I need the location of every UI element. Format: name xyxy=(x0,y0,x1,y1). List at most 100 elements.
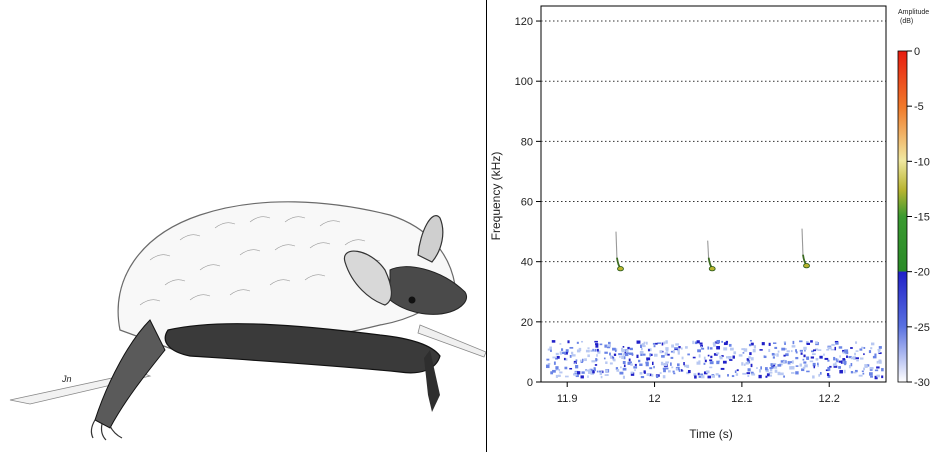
noise-speck xyxy=(716,360,720,365)
noise-speck xyxy=(564,358,568,361)
noise-speck xyxy=(881,368,884,372)
noise-speck xyxy=(663,341,666,345)
noise-speck xyxy=(709,359,713,362)
noise-speck xyxy=(713,353,718,356)
noise-speck xyxy=(844,351,849,355)
noise-speck xyxy=(555,358,558,360)
noise-speck xyxy=(855,350,859,352)
noise-speck xyxy=(736,369,739,372)
noise-speck xyxy=(876,374,880,378)
noise-speck xyxy=(567,340,570,344)
noise-speck xyxy=(624,351,628,355)
call-upper-sweep xyxy=(801,228,804,257)
noise-speck xyxy=(812,349,817,352)
noise-speck xyxy=(765,375,768,378)
noise-speck xyxy=(843,360,847,365)
colorbar xyxy=(897,50,908,383)
noise-speck xyxy=(722,360,727,364)
noise-speck xyxy=(612,356,615,361)
bat-leg xyxy=(94,319,166,429)
noise-speck xyxy=(608,341,611,345)
branch-right xyxy=(417,324,486,358)
colorbar-tick-label: -25 xyxy=(914,322,930,334)
noise-speck xyxy=(606,345,611,349)
noise-speck xyxy=(855,341,858,344)
noise-speck xyxy=(700,344,703,348)
noise-speck xyxy=(594,348,597,352)
noise-speck xyxy=(642,353,646,356)
noise-speck xyxy=(636,354,639,359)
noise-speck xyxy=(555,366,559,370)
noise-speck xyxy=(616,368,620,372)
fur-strokes xyxy=(139,216,381,306)
noise-speck xyxy=(792,340,795,345)
noise-speck xyxy=(872,355,877,359)
noise-speck xyxy=(646,373,651,376)
noise-speck xyxy=(846,355,848,358)
noise-speck xyxy=(704,359,707,363)
bat-ear-right xyxy=(417,215,444,263)
noise-speck xyxy=(662,375,666,379)
noise-speck xyxy=(667,353,670,356)
noise-speck xyxy=(772,342,777,344)
noise-speck xyxy=(555,352,559,356)
y-tick-label: 40 xyxy=(521,257,533,269)
noise-speck xyxy=(619,371,624,375)
noise-speck xyxy=(564,375,569,378)
noise-speck xyxy=(752,348,756,353)
noise-speck xyxy=(758,374,762,379)
noise-speck xyxy=(552,356,557,359)
noise-speck xyxy=(663,363,668,367)
noise-speck xyxy=(714,341,718,344)
noise-speck xyxy=(613,353,617,356)
noise-speck xyxy=(697,372,700,376)
noise-speck xyxy=(653,345,656,348)
noise-speck xyxy=(657,342,662,344)
noise-speck xyxy=(850,347,853,349)
noise-speck xyxy=(694,375,697,379)
noise-speck xyxy=(853,357,856,360)
noise-speck xyxy=(836,360,838,363)
noise-speck xyxy=(786,350,790,353)
noise-speck xyxy=(777,371,781,376)
noise-speck xyxy=(811,353,816,356)
noise-speck xyxy=(587,369,592,372)
noise-speck xyxy=(765,368,769,373)
noise-speck xyxy=(707,354,710,357)
noise-speck xyxy=(639,363,643,367)
x-axis: 11.9 12 12.1 12.2 xyxy=(557,382,840,405)
noise-speck xyxy=(710,355,713,359)
noise-speck xyxy=(878,360,882,364)
noise-speck xyxy=(842,358,846,361)
noise-speck xyxy=(878,346,882,349)
noise-speck xyxy=(640,375,645,379)
bat-eye xyxy=(408,296,416,304)
noise-speck xyxy=(711,374,715,376)
noise-speck xyxy=(803,361,807,364)
noise-speck xyxy=(795,356,799,360)
noise-speck xyxy=(648,349,650,352)
noise-speck xyxy=(624,353,629,357)
noise-speck xyxy=(747,360,751,364)
noise-speck xyxy=(683,362,685,366)
noise-speck xyxy=(790,350,793,353)
noise-speck xyxy=(622,346,625,348)
noise-speck xyxy=(760,366,762,370)
noise-speck xyxy=(772,362,777,366)
noise-speck xyxy=(795,371,799,375)
noise-speck xyxy=(699,342,703,345)
noise-speck xyxy=(772,356,775,359)
noise-speck xyxy=(670,362,672,366)
noise-speck xyxy=(742,372,747,375)
noise-speck xyxy=(681,347,683,350)
noise-speck xyxy=(709,347,713,350)
noise-speck xyxy=(615,367,619,370)
y-axis-label: Frequency (kHz) xyxy=(489,152,503,241)
noise-speck xyxy=(746,372,751,375)
noise-speck xyxy=(834,340,839,343)
noise-speck xyxy=(712,342,716,345)
noise-speck xyxy=(630,363,633,366)
noise-speck xyxy=(776,353,779,357)
noise-speck xyxy=(574,371,577,374)
noise-speck xyxy=(812,362,816,367)
